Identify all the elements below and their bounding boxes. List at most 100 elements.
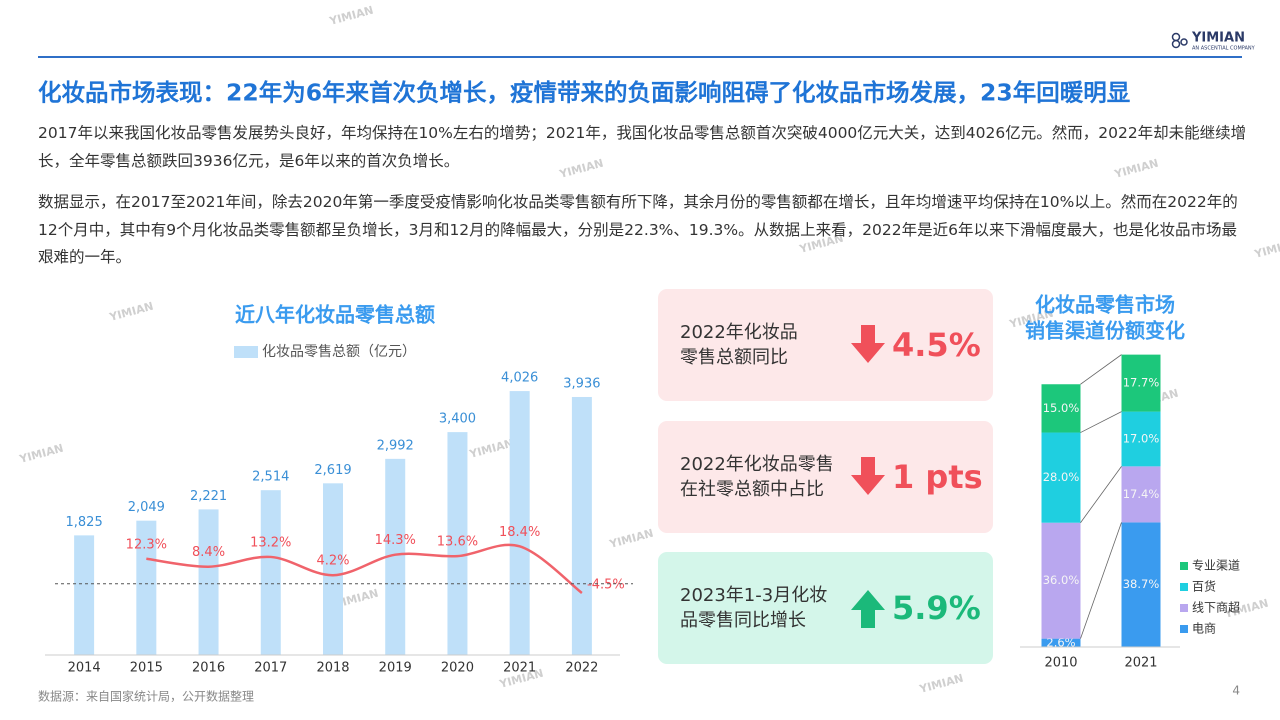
brand: YIMIAN (1191, 31, 1245, 46)
bar (447, 432, 468, 655)
growth-label: 14.3% (375, 533, 416, 548)
stack-segment (1041, 522, 1081, 639)
legend-label: 线下商超 (1192, 600, 1240, 615)
segment-label: 38.7% (1123, 577, 1160, 591)
watermark: YIMIAN (107, 300, 155, 324)
x-tick-label: 2014 (68, 661, 101, 676)
growth-label: 18.4% (499, 525, 540, 540)
chart-title: 化妆品零售市场 (1035, 293, 1175, 317)
bar (136, 520, 157, 655)
kpi-label: 2022年化妆品 (680, 322, 798, 343)
bar (260, 490, 281, 655)
segment-label: 28.0% (1043, 470, 1080, 484)
trend-arrow (851, 325, 885, 363)
growth-label: 13.2% (250, 535, 291, 550)
growth-label: 12.3% (126, 537, 167, 552)
kpi-value: 1 pts (892, 458, 983, 496)
x-tick-label: 2021 (1124, 656, 1157, 671)
kpi-value: 5.9% (892, 589, 981, 627)
segment-label: 15.0% (1043, 401, 1080, 415)
connector (1080, 411, 1122, 433)
growth-label: -4.5% (587, 577, 625, 592)
logo-icon (1171, 32, 1188, 49)
x-tick-label: 2020 (441, 661, 474, 676)
bar-label: 2,514 (252, 470, 289, 485)
segment-label: 2.6% (1046, 635, 1075, 649)
x-tick-label: 2010 (1044, 656, 1077, 671)
segment-label: 17.4% (1123, 487, 1160, 501)
bar-label: 2,619 (314, 463, 351, 478)
bar-label: 3,936 (563, 376, 600, 391)
legend-label: 百货 (1192, 579, 1216, 594)
paragraph: 数据显示，在2017至2021年间，除去2020年第一季度受疫情影响化妆品类零售… (38, 193, 1238, 266)
chart-title: 销售渠道份额变化 (1025, 319, 1185, 343)
bar-label: 2,992 (377, 438, 414, 453)
watermark: YIMIAN (607, 527, 655, 551)
trend-arrow (851, 457, 885, 495)
slide-title: 化妆品市场表现：22年为6年来首次负增长，疫情带来的负面影响阻碍了化妆品市场发展… (38, 79, 1130, 107)
segment-label: 17.0% (1123, 431, 1160, 445)
stack-segment (1121, 411, 1161, 467)
stack-segment (1041, 638, 1081, 647)
x-tick-label: 2019 (379, 661, 412, 676)
bar (323, 483, 343, 655)
growth-line (146, 543, 583, 594)
kpi-label: 2022年化妆品零售 (680, 454, 834, 475)
x-tick-label: 2017 (254, 661, 287, 676)
legend-swatch (1180, 604, 1188, 612)
growth-label: 13.6% (437, 535, 478, 550)
x-tick-label: 2022 (565, 661, 598, 676)
segment-label: 36.0% (1043, 573, 1080, 587)
stack-segment (1041, 384, 1081, 433)
connector (1080, 354, 1122, 385)
legend-swatch (234, 346, 258, 358)
legend-label: 化妆品零售总额（亿元） (262, 344, 416, 360)
x-tick-label: 2021 (503, 661, 536, 676)
brand-sub: AN ASCENTIAL COMPANY (1192, 46, 1256, 52)
legend-swatch (1180, 625, 1188, 633)
kpi-value: 4.5% (892, 326, 981, 364)
watermark: YIMIAN (467, 437, 515, 461)
growth-label: 4.2% (316, 554, 349, 569)
source: 数据源：来自国家统计局，公开数据整理 (38, 689, 254, 704)
kpi-card (658, 552, 993, 664)
bar (385, 458, 406, 655)
legend-label: 电商 (1192, 621, 1216, 636)
x-tick-label: 2015 (130, 661, 163, 676)
bar (198, 509, 219, 655)
paragraph: 2017年以来我国化妆品零售发展势头良好，年均保持在10%左右的增势；2021年… (38, 124, 1247, 170)
trend-arrow (851, 590, 885, 628)
connector (1080, 522, 1122, 639)
stack-segment (1121, 466, 1161, 523)
bar-label: 2,049 (128, 500, 165, 515)
legend-swatch (1180, 583, 1188, 591)
watermark: YIMIAN (327, 4, 375, 28)
kpi-label: 品零售同比增长 (680, 610, 806, 631)
connector (1080, 466, 1122, 523)
bar-label: 4,026 (501, 371, 538, 386)
growth-label: 8.4% (192, 545, 225, 560)
chart-title: 近八年化妆品零售总额 (235, 303, 435, 327)
bar-label: 2,221 (190, 489, 227, 504)
kpi-label: 零售总额同比 (680, 347, 788, 368)
legend-label: 专业渠道 (1192, 558, 1240, 573)
x-tick-label: 2016 (192, 661, 225, 676)
watermark: YIMIAN (1252, 237, 1280, 261)
watermark: YIMIAN (917, 672, 965, 696)
legend-swatch (1180, 562, 1188, 570)
x-tick-label: 2018 (316, 661, 349, 676)
bar-label: 1,825 (66, 515, 103, 530)
kpi-label: 2023年1-3月化妆 (680, 585, 827, 606)
kpi-card (658, 289, 993, 401)
stack-segment (1121, 522, 1161, 647)
page-number: 4 (1232, 684, 1240, 698)
bar-label: 3,400 (439, 412, 476, 427)
bar (571, 396, 592, 655)
kpi-label: 在社零总额中占比 (680, 479, 824, 500)
segment-label: 17.7% (1123, 376, 1160, 390)
stack-segment (1121, 354, 1161, 412)
stack-segment (1041, 432, 1081, 523)
bar (509, 391, 530, 655)
